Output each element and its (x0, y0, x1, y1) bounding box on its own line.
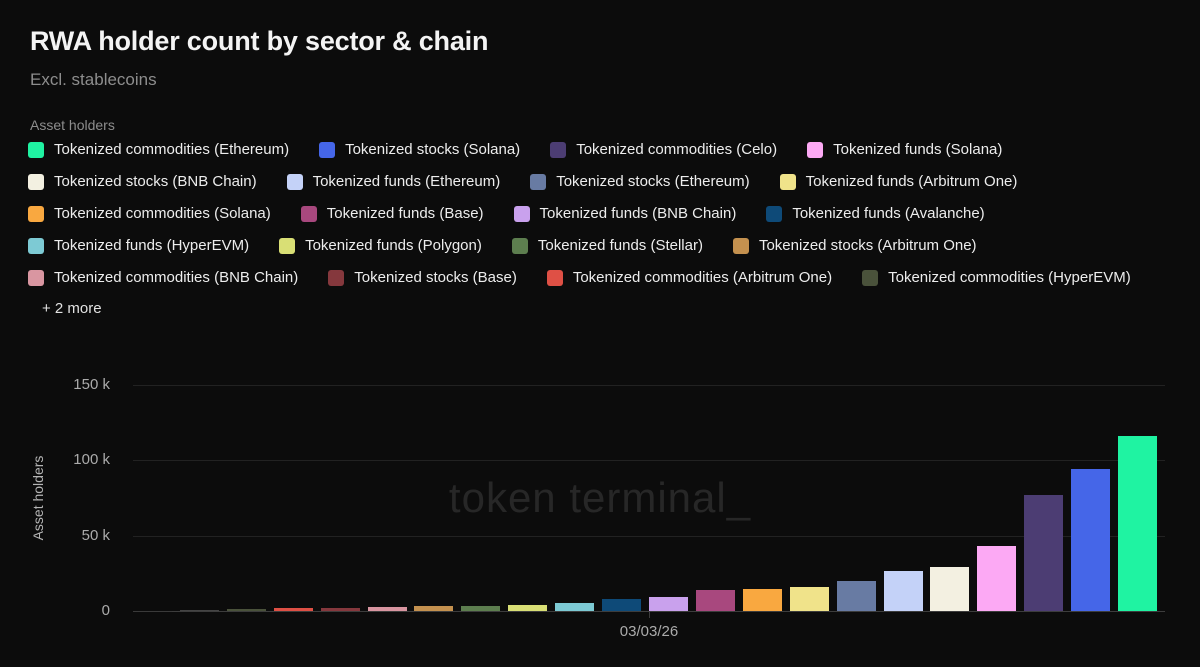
legend-item-label: Tokenized commodities (Ethereum) (54, 141, 290, 158)
gridline (133, 460, 1165, 462)
legend-swatch-icon (319, 141, 336, 158)
legend-heading: Asset holders (30, 117, 115, 133)
legend-item[interactable]: Tokenized stocks (Ethereum) (530, 172, 750, 191)
legend-item[interactable]: Tokenized commodities (HyperEVM) (862, 268, 1131, 287)
legend-item[interactable]: Tokenized commodities (Celo) (550, 140, 777, 159)
bar-tokenized-commodities-arbitrum-one[interactable] (273, 608, 313, 611)
legend-item[interactable]: Tokenized commodities (Arbitrum One) (546, 268, 833, 287)
y-tick-label: 0 (101, 602, 110, 619)
legend-item[interactable]: Tokenized funds (Solana) (807, 140, 1002, 159)
y-tick-label: 50 k (81, 526, 110, 544)
legend-item[interactable]: Tokenized commodities (Solana) (28, 204, 271, 223)
legend-swatch-icon (530, 173, 547, 190)
legend-swatch-icon (28, 237, 44, 254)
legend-item[interactable]: Tokenized commodities (Ethereum) (28, 140, 289, 159)
bar-tokenized-funds-hyperevm[interactable] (555, 602, 595, 611)
bar-tokenized-commodities-ethereum[interactable] (1118, 436, 1158, 611)
legend-item[interactable]: Tokenized stocks (BNB Chain) (28, 172, 257, 191)
bar-tokenized-funds-polygon[interactable] (508, 605, 548, 611)
bar-tokenized-funds-arbitrum-one[interactable] (789, 587, 829, 611)
legend-item-label: Tokenized funds (Ethereum) (312, 173, 501, 190)
legend-item-label: Tokenized stocks (Solana) (345, 141, 521, 158)
legend-item[interactable]: Tokenized commodities (BNB Chain) (28, 268, 298, 287)
legend-swatch-icon (28, 269, 44, 286)
bar-tokenized-funds-solana[interactable] (977, 545, 1017, 611)
legend-swatch-icon (546, 269, 563, 286)
legend-item-label: Tokenized commodities (HyperEVM) (888, 269, 1131, 286)
legend-item-label: Tokenized stocks (BNB Chain) (54, 173, 257, 190)
legend-item-label: Tokenized stocks (Ethereum) (556, 173, 750, 190)
bar-tokenized-funds-stellar[interactable] (461, 606, 501, 611)
legend-item-label: Tokenized funds (BNB Chain) (539, 205, 737, 222)
legend-swatch-icon (28, 205, 44, 222)
legend-item[interactable]: Tokenized funds (Base) (300, 204, 484, 223)
bar-tokenized-stocks-bnb-chain[interactable] (930, 567, 970, 611)
legend-item-label: Tokenized commodities (BNB Chain) (54, 269, 299, 286)
legend-swatch-icon (28, 173, 44, 190)
bar-tokenized-commodities-hyperevm[interactable] (226, 609, 266, 611)
bar-tokenized-stocks-base[interactable] (320, 607, 360, 611)
legend-item[interactable]: Tokenized funds (Avalanche) (766, 204, 985, 223)
legend-item-label: Tokenized funds (Base) (326, 205, 484, 222)
legend-swatch-icon (513, 205, 530, 222)
legend-item[interactable]: Tokenized funds (Arbitrum One) (779, 172, 1018, 191)
legend-item[interactable]: Tokenized stocks (Arbitrum One) (732, 236, 977, 255)
bar-tokenized-stocks-solana[interactable] (1071, 469, 1111, 611)
legend-item-label: Tokenized funds (Polygon) (305, 237, 482, 254)
bar-tokenized-commodities-celo[interactable] (1024, 494, 1064, 611)
legend-item-label: Tokenized funds (Solana) (833, 141, 1003, 158)
legend-item-label: Tokenized commodities (Arbitrum One) (572, 269, 833, 286)
page-subtitle: Excl. stablecoins (30, 70, 157, 89)
legend-item[interactable]: Tokenized stocks (Solana) (319, 140, 520, 159)
legend-item-label: Tokenized funds (Stellar) (537, 237, 703, 254)
chart-legend: Tokenized commodities (Ethereum) Tokenize… (28, 140, 1178, 317)
legend-swatch-icon (28, 141, 44, 158)
x-tick (649, 612, 650, 618)
x-axis-line (133, 611, 1165, 612)
gridline (133, 535, 1165, 537)
x-tick-label: 03/03/26 (619, 623, 679, 640)
legend-item-label: Tokenized stocks (Arbitrum One) (758, 237, 977, 254)
legend-item[interactable]: Tokenized funds (BNB Chain) (513, 204, 737, 223)
legend-item-label: Tokenized funds (Arbitrum One) (805, 173, 1018, 190)
y-tick-label: 150 k (73, 376, 110, 393)
legend-swatch-icon (732, 237, 749, 254)
bar-tokenized-funds-base[interactable] (695, 589, 735, 611)
legend-item-label: Tokenized stocks (Base) (354, 269, 517, 286)
bar-chart: token terminal_ Asset holders 0 50 k 100 k… (0, 360, 1200, 667)
y-tick-label: 100 k (73, 451, 110, 469)
token-terminal-watermark: token terminal_ (448, 474, 752, 521)
legend-swatch-icon (286, 173, 303, 190)
gridline (133, 385, 1165, 386)
legend-swatch-icon (328, 269, 345, 286)
legend-item-label: Tokenized funds (Avalanche) (792, 205, 985, 222)
legend-swatch-icon (779, 173, 796, 190)
legend-swatch-icon (766, 205, 783, 222)
legend-swatch-icon (511, 237, 528, 254)
legend-swatch-icon (807, 141, 824, 158)
legend-item-label: Tokenized commodities (Solana) (54, 205, 271, 222)
legend-swatch-icon (279, 237, 296, 254)
bar-tokenized-commodities-bnb-chain[interactable] (367, 606, 407, 611)
legend-more-button[interactable]: + 2 more (42, 300, 102, 317)
bar-tokenized-stocks-arbitrum-one[interactable] (414, 606, 454, 611)
bar-other[interactable] (179, 610, 219, 611)
bar-tokenized-funds-ethereum[interactable] (883, 570, 923, 611)
legend-swatch-icon (862, 269, 879, 286)
legend-item[interactable]: Tokenized funds (Ethereum) (286, 172, 501, 191)
bar-tokenized-funds-avalanche[interactable] (602, 598, 642, 611)
legend-item-label: Tokenized commodities (Celo) (576, 141, 778, 158)
page-title: RWA holder count by sector & chain (30, 26, 489, 56)
bar-tokenized-stocks-ethereum[interactable] (836, 580, 876, 611)
legend-item-label: Tokenized funds (HyperEVM) (54, 237, 250, 254)
legend-item[interactable]: Tokenized funds (Stellar) (511, 236, 703, 255)
bar-tokenized-commodities-solana[interactable] (742, 588, 782, 611)
legend-item[interactable]: Tokenized stocks (Base) (328, 268, 517, 287)
legend-item[interactable]: Tokenized funds (Polygon) (279, 236, 482, 255)
legend-swatch-icon (300, 205, 317, 222)
bar-tokenized-funds-bnb-chain[interactable] (649, 596, 688, 611)
legend-item[interactable]: Tokenized funds (HyperEVM) (28, 236, 249, 255)
legend-swatch-icon (550, 141, 567, 158)
